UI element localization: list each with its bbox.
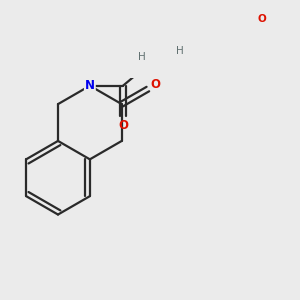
Text: O: O	[150, 78, 160, 91]
Text: O: O	[257, 14, 266, 25]
Text: O: O	[118, 118, 128, 132]
Text: N: N	[85, 79, 95, 92]
Text: H: H	[138, 52, 146, 61]
Text: H: H	[176, 46, 184, 56]
